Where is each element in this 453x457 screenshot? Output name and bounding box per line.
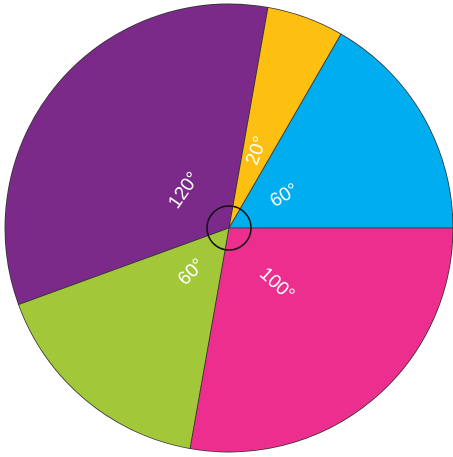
pie-slice bbox=[190, 228, 453, 452]
pie bbox=[5, 4, 453, 452]
chart: 60°20°120°60°100° bbox=[0, 0, 453, 457]
